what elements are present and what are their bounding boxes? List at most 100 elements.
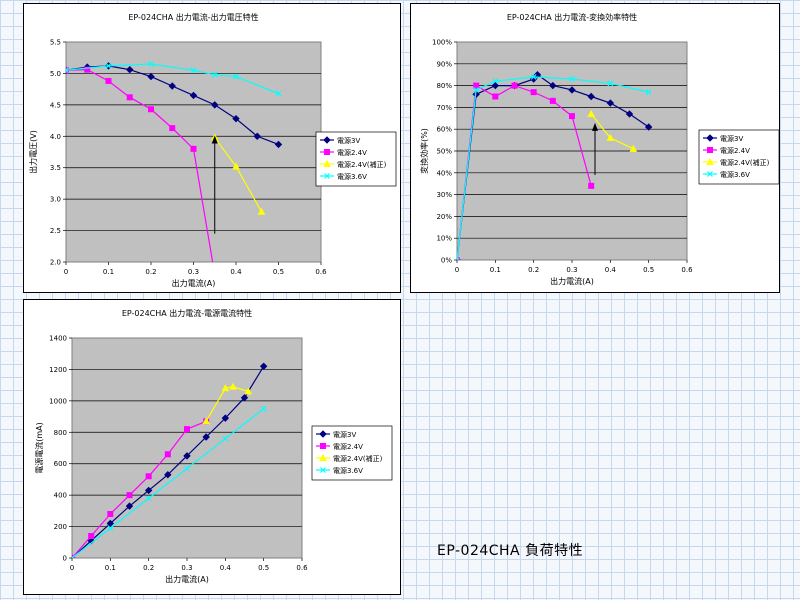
- y-tick-label: 2.5: [50, 227, 61, 235]
- legend-entry: 電源2.4V(補正): [333, 454, 383, 463]
- y-tick-label: 1400: [49, 335, 67, 343]
- legend-entry: 電源3.6V: [337, 172, 367, 181]
- data-point: [530, 89, 537, 96]
- series-line: [72, 408, 265, 558]
- data-point: [607, 80, 614, 87]
- data-point: [253, 132, 261, 140]
- x-tick-label: 0: [70, 564, 74, 572]
- y-tick-label: 800: [54, 429, 67, 437]
- data-point: [569, 76, 575, 82]
- x-tick-label: 0.3: [188, 268, 199, 276]
- plot-series-group: [66, 61, 283, 262]
- data-point: [511, 82, 518, 89]
- data-point: [319, 430, 327, 438]
- series-line: [66, 69, 214, 262]
- y-tick-label: 20%: [436, 213, 452, 221]
- data-point: [587, 109, 596, 117]
- data-point: [202, 433, 210, 441]
- data-point: [533, 70, 542, 79]
- x-tick-label: 0.1: [103, 268, 114, 276]
- y-tick-label: 0: [63, 555, 67, 563]
- data-point: [549, 97, 556, 104]
- data-point: [707, 171, 713, 177]
- y-tick-label: 200: [54, 523, 67, 531]
- x-axis-label: 出力電流(A): [550, 276, 594, 286]
- data-point: [145, 495, 152, 502]
- data-point: [126, 492, 133, 499]
- x-tick-label: 0.6: [296, 564, 308, 572]
- data-point: [168, 82, 176, 90]
- data-point: [324, 149, 330, 155]
- data-point: [72, 555, 75, 558]
- y-tick-label: 4.0: [50, 133, 61, 141]
- chart-panel-efficiency: EP-024CHA 出力電流-変換効率特性 0% 10% 20% 30% 40% 50% 60…: [410, 3, 780, 293]
- data-point: [164, 451, 171, 458]
- data-point: [257, 207, 266, 215]
- x-tick-label: 0.4: [605, 266, 617, 274]
- legend-entry: 電源3.6V: [720, 170, 750, 179]
- data-point: [147, 72, 155, 81]
- y-tick-label: 90%: [436, 60, 452, 68]
- plot-series-group: [72, 362, 268, 558]
- data-point: [706, 157, 714, 165]
- data-point: [530, 73, 537, 80]
- y-tick-label: 3.5: [50, 164, 61, 172]
- y-tick-label: 70%: [436, 104, 452, 112]
- plot-area: [71, 337, 303, 559]
- data-point: [190, 67, 197, 74]
- data-point: [202, 417, 211, 425]
- x-tick-label: 0: [455, 266, 459, 274]
- data-point: [105, 62, 112, 69]
- x-tick-label: 0.5: [643, 266, 654, 274]
- series-line: [457, 73, 650, 260]
- legend-entry: 電源2.4V: [333, 442, 363, 451]
- y-tick-label: 0%: [441, 257, 452, 265]
- data-point: [323, 136, 331, 144]
- data-point: [274, 140, 283, 149]
- y-axis-label: 出力電圧(V): [28, 130, 38, 174]
- data-point: [229, 382, 237, 390]
- y-axis-label: 電源電流(mA): [34, 422, 44, 474]
- page-caption: EP-024CHA 負荷特性: [437, 543, 584, 559]
- data-point: [232, 162, 240, 170]
- data-point: [587, 92, 595, 101]
- y-tick-label: 5.5: [50, 39, 61, 47]
- chart-panel-voltage: EP-024CHA 出力電流-出力電圧特性 2.0 2.5 3.0 3.5 4.0 4.5 5…: [23, 3, 401, 293]
- y-tick-label: 400: [54, 492, 67, 500]
- data-point: [320, 467, 326, 473]
- data-point: [221, 414, 230, 422]
- data-point: [107, 511, 114, 517]
- y-tick-label: 1200: [49, 366, 67, 374]
- data-point: [169, 125, 176, 132]
- y-tick-label: 60%: [436, 126, 452, 134]
- chart-panel-current: EP-024CHA 出力電流-電源電流特性 0 200 400 600 800 1000 12…: [23, 299, 401, 595]
- y-tick-label: 600: [54, 460, 67, 468]
- data-point: [549, 81, 557, 90]
- data-point: [645, 89, 652, 96]
- data-point: [105, 77, 112, 84]
- x-tick-label: 0.5: [258, 564, 269, 572]
- data-point: [164, 471, 172, 479]
- legend-entry: 電源3V: [720, 134, 743, 143]
- x-axis-label: 出力電流(A): [172, 278, 216, 288]
- data-point: [629, 144, 638, 152]
- data-point: [260, 405, 267, 412]
- y-tick-label: 40%: [436, 169, 452, 177]
- data-point: [88, 533, 95, 539]
- series-line: [457, 84, 592, 260]
- chart-voltage: EP-024CHA 出力電流-出力電圧特性 2.0 2.5 3.0 3.5 4.0 4.5 5…: [28, 12, 397, 288]
- data-point: [145, 473, 152, 480]
- chart-efficiency: EP-024CHA 出力電流-変換効率特性 0% 10% 20% 30% 40% 50% 60…: [419, 12, 779, 286]
- x-tick-label: 0.5: [273, 268, 284, 276]
- y-tick-label: 2.0: [50, 259, 61, 267]
- y-tick-label: 100%: [432, 39, 452, 47]
- x-tick-label: 0.6: [315, 268, 327, 276]
- plot-series-group: [457, 70, 653, 260]
- x-tick-label: 0.4: [220, 564, 232, 572]
- data-point: [189, 91, 198, 100]
- data-point: [106, 519, 115, 528]
- legend-entry: 電源2.4V(補正): [720, 158, 770, 167]
- chart-title: EP-024CHA 出力電流-電源電流特性: [122, 308, 252, 318]
- data-point: [492, 93, 499, 100]
- y-tick-label: 30%: [436, 191, 452, 199]
